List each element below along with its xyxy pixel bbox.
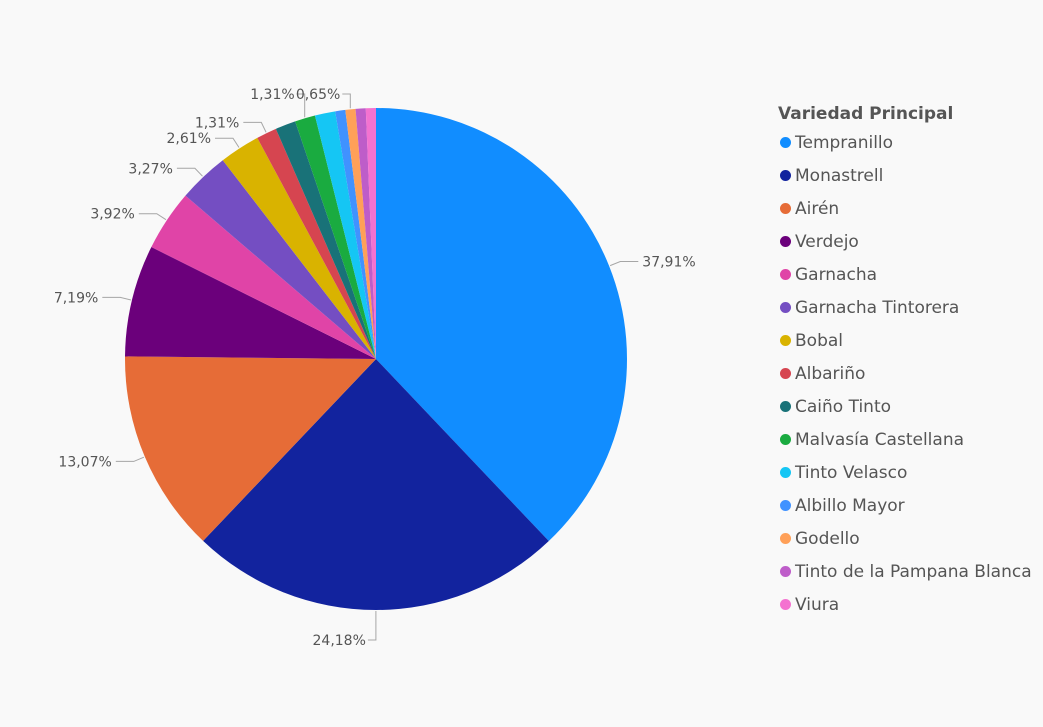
pie-slice-albillo-mayor[interactable] — [335, 109, 376, 359]
pie-slice-godello[interactable] — [345, 108, 376, 359]
legend-item-tempranillo[interactable]: Tempranillo — [778, 126, 1043, 159]
legend-item-garnacha[interactable]: Garnacha — [778, 258, 1043, 291]
legend-marker — [780, 434, 791, 445]
data-label-verdejo: 7,19% — [54, 290, 98, 306]
legend-item-garnacha-tintorera[interactable]: Garnacha Tintorera — [778, 291, 1043, 324]
legend-label: Garnacha — [795, 264, 878, 285]
data-label-malvasia-castellana: 1,31% — [250, 87, 294, 103]
leader-line — [176, 167, 203, 177]
leader-line — [138, 213, 167, 221]
legend-marker — [780, 401, 791, 412]
legend-item-godello[interactable]: Godello — [778, 522, 1043, 555]
pie-slice-tinto-de-la-pampana-blanca[interactable] — [355, 108, 376, 360]
legend-label: Viura — [795, 594, 840, 615]
pie-slice-albarino[interactable] — [257, 128, 376, 359]
pie-slice-tinto-velasco[interactable] — [314, 111, 376, 359]
legend-marker — [780, 533, 791, 544]
legend-label: Caiño Tinto — [795, 396, 892, 417]
legend-label: Tinto de la Pampana Blanca — [795, 561, 1032, 582]
legend-marker — [780, 236, 791, 247]
pie-slice-airen[interactable] — [124, 356, 377, 541]
leader-line — [296, 93, 306, 118]
pie-slice-garnacha-tintorera[interactable] — [185, 160, 376, 359]
pie-slice-viura[interactable] — [365, 108, 376, 359]
label-leaders — [102, 93, 639, 641]
legend-label: Airén — [795, 198, 840, 219]
legend-marker — [780, 269, 791, 280]
legend-label: Bobal — [795, 330, 843, 351]
data-label-tempranillo: 37,91% — [642, 255, 695, 271]
legend-label: Monastrell — [795, 165, 884, 186]
leader-line — [102, 296, 132, 301]
legend: Variedad Principal Tempranillo Monastrell… — [778, 102, 1043, 621]
legend-item-albillo-mayor[interactable]: Albillo Mayor — [778, 489, 1043, 522]
data-label-garnacha-tintorera: 3,27% — [128, 161, 172, 177]
legend-item-tinto-velasco[interactable]: Tinto Velasco — [778, 456, 1043, 489]
data-labels: 37,91%24,18%13,07%7,19%3,92%3,27%2,61%1,… — [54, 87, 696, 649]
legend-item-viura[interactable]: Viura — [778, 588, 1043, 621]
legend-label: Tempranillo — [795, 132, 894, 153]
pie-slice-verdejo[interactable] — [125, 247, 376, 359]
legend-label: Albariño — [795, 363, 866, 384]
legend-label: Garnacha Tintorera — [795, 297, 960, 318]
pie-slice-tempranillo[interactable] — [376, 108, 628, 542]
legend-item-caino-tinto[interactable]: Caiño Tinto — [778, 390, 1043, 423]
leader-line — [342, 93, 351, 109]
leader-line — [215, 137, 240, 148]
legend-item-tinto-de-la-pampana-blanca[interactable]: Tinto de la Pampana Blanca — [778, 555, 1043, 588]
data-label-airen: 13,07% — [58, 454, 111, 470]
pie-slices — [124, 108, 628, 610]
data-label-monastrell: 24,18% — [313, 633, 366, 649]
data-label-albarino: 1,31% — [195, 115, 239, 131]
legend-marker — [780, 566, 791, 577]
leader-line — [243, 121, 267, 133]
legend-marker — [780, 137, 791, 148]
legend-item-airen[interactable]: Airén — [778, 192, 1043, 225]
legend-label: Tinto Velasco — [795, 462, 908, 483]
leader-line — [609, 261, 639, 267]
pie-slice-caino-tinto[interactable] — [275, 121, 376, 359]
legend-item-malvasia-castellana[interactable]: Malvasía Castellana — [778, 423, 1043, 456]
legend-marker — [780, 599, 791, 610]
data-label-bobal: 2,61% — [167, 131, 211, 147]
pie-slice-bobal[interactable] — [222, 137, 376, 359]
legend-label: Godello — [795, 528, 860, 549]
leader-line — [115, 456, 145, 462]
legend-marker — [780, 335, 791, 346]
legend-label: Verdejo — [795, 231, 859, 252]
data-label-godello: 0,65% — [296, 87, 340, 103]
legend-label: Malvasía Castellana — [795, 429, 965, 450]
legend-marker — [780, 368, 791, 379]
legend-marker — [780, 203, 791, 214]
pie-slice-malvasia-castellana[interactable] — [295, 115, 376, 359]
pie-slice-monastrell[interactable] — [203, 359, 549, 610]
legend-item-bobal[interactable]: Bobal — [778, 324, 1043, 357]
legend-marker — [780, 170, 791, 181]
legend-marker — [780, 467, 791, 478]
legend-marker — [780, 302, 791, 313]
leader-line — [367, 611, 377, 641]
data-label-garnacha: 3,92% — [90, 207, 134, 223]
legend-item-albarino[interactable]: Albariño — [778, 357, 1043, 390]
legend-marker — [780, 500, 791, 511]
legend-item-monastrell[interactable]: Monastrell — [778, 159, 1043, 192]
pie-slice-garnacha[interactable] — [151, 195, 376, 359]
legend-title: Variedad Principal — [778, 104, 954, 124]
legend-item-verdejo[interactable]: Verdejo — [778, 225, 1043, 258]
legend-label: Albillo Mayor — [795, 495, 905, 516]
legend-items: Tempranillo Monastrell Airén Verdejo Garnach… — [778, 126, 1043, 621]
